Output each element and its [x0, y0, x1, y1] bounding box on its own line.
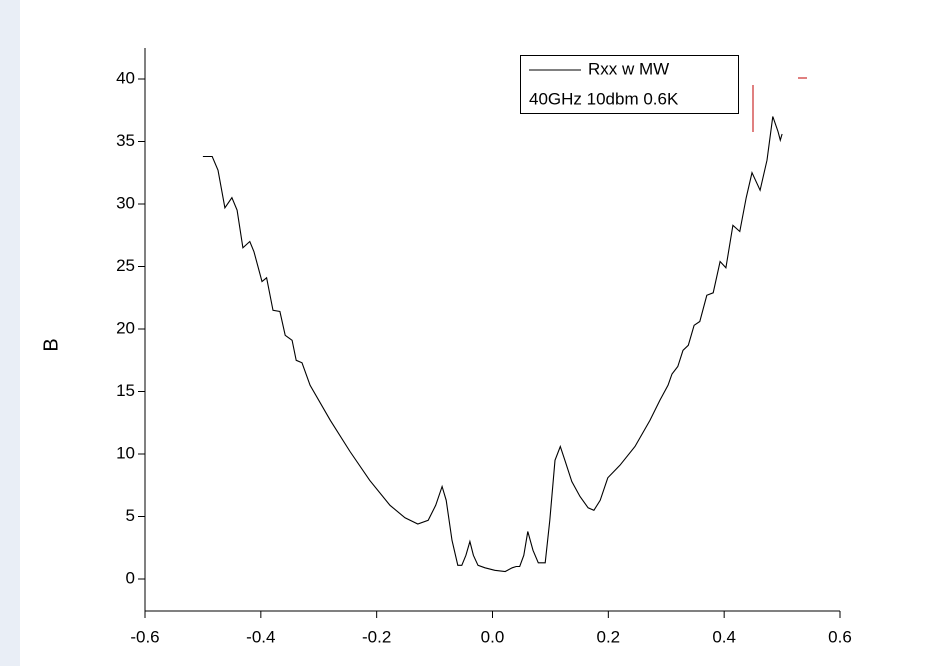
data-line [202, 116, 783, 573]
y-tick-label: 0 [126, 568, 135, 587]
x-tick-label: -0.4 [246, 627, 275, 646]
y-tick-label: 30 [116, 193, 135, 212]
y-tick-label: 5 [126, 506, 135, 525]
y-tick-label: 40 [116, 68, 135, 87]
x-tick-label: 0.4 [712, 627, 736, 646]
y-tick-label: 10 [116, 443, 135, 462]
y-tick-label: 15 [116, 381, 135, 400]
y-tick-label: 35 [116, 131, 135, 150]
y-axis-label: B [40, 338, 62, 351]
y-tick-label: 20 [116, 318, 135, 337]
x-tick-label: 0.2 [597, 627, 621, 646]
legend-box [520, 55, 739, 114]
plot-area [20, 0, 939, 666]
x-tick-label: 0.6 [828, 627, 852, 646]
x-tick-label: 0.0 [481, 627, 505, 646]
y-tick-label: 25 [116, 256, 135, 275]
legend-label: Rxx w MW [588, 59, 669, 78]
x-tick-label: -0.6 [130, 627, 159, 646]
x-tick-label: -0.2 [362, 627, 391, 646]
legend-annotation: 40GHz 10dbm 0.6K [529, 89, 679, 108]
